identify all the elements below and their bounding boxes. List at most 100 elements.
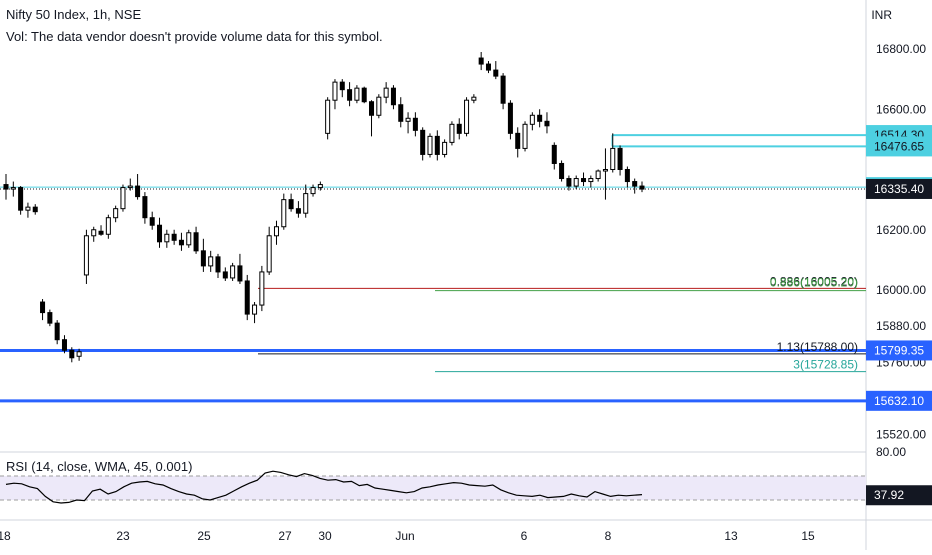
rsi-value-tag[interactable] xyxy=(866,485,932,506)
level-last-tag-label: 16335.40 xyxy=(874,182,924,196)
candle[interactable] xyxy=(215,256,221,273)
candle[interactable] xyxy=(259,271,265,306)
candle[interactable] xyxy=(529,114,535,125)
candle[interactable] xyxy=(252,304,258,315)
candle[interactable] xyxy=(354,87,360,101)
candle[interactable] xyxy=(303,193,309,214)
candle[interactable] xyxy=(456,123,462,134)
candle[interactable] xyxy=(91,229,97,237)
rsi-legend[interactable]: RSI (14, close, WMA, 45, 0.001) xyxy=(6,459,193,474)
level-last-tag[interactable] xyxy=(866,178,932,199)
candle[interactable] xyxy=(18,187,24,211)
candle[interactable] xyxy=(522,123,528,149)
candle[interactable] xyxy=(288,199,294,210)
level-16476-tag[interactable] xyxy=(866,136,932,157)
candle[interactable] xyxy=(200,250,206,267)
candle[interactable] xyxy=(317,184,323,189)
candle[interactable] xyxy=(624,169,630,183)
candle[interactable] xyxy=(412,117,418,131)
candle[interactable] xyxy=(610,147,616,171)
candle[interactable] xyxy=(588,178,594,183)
candle[interactable] xyxy=(559,162,565,180)
candle[interactable] xyxy=(339,81,345,91)
candle[interactable] xyxy=(332,81,338,101)
candle[interactable] xyxy=(442,141,448,155)
candle[interactable] xyxy=(61,339,67,351)
candle[interactable] xyxy=(347,89,353,101)
candle[interactable] xyxy=(105,217,111,235)
candle[interactable] xyxy=(113,208,119,219)
candle[interactable] xyxy=(186,232,192,246)
candle[interactable] xyxy=(573,178,579,187)
candle[interactable] xyxy=(149,217,155,226)
candle[interactable] xyxy=(493,69,499,77)
candle[interactable] xyxy=(515,132,521,149)
candle[interactable] xyxy=(602,169,608,172)
candle[interactable] xyxy=(449,123,455,143)
candle[interactable] xyxy=(544,120,550,127)
candle[interactable] xyxy=(595,170,601,180)
candle[interactable] xyxy=(25,206,31,211)
candle[interactable] xyxy=(47,312,53,324)
candle[interactable] xyxy=(295,208,301,214)
candle[interactable] xyxy=(32,206,38,213)
candle[interactable] xyxy=(135,185,141,198)
candle[interactable] xyxy=(76,351,82,357)
candle[interactable] xyxy=(310,187,316,195)
candle[interactable] xyxy=(237,265,243,282)
candle[interactable] xyxy=(581,178,587,183)
candle[interactable] xyxy=(120,187,126,210)
candle[interactable] xyxy=(551,144,557,164)
candle[interactable] xyxy=(244,280,250,315)
candle[interactable] xyxy=(10,187,16,190)
candle[interactable] xyxy=(171,233,177,241)
candle[interactable] xyxy=(639,185,645,190)
candle[interactable] xyxy=(54,322,60,341)
price-tick-label: 16000.00 xyxy=(876,283,926,297)
candle[interactable] xyxy=(361,87,367,103)
rsi-line[interactable] xyxy=(5,470,643,504)
candle[interactable] xyxy=(3,184,9,190)
candle[interactable] xyxy=(164,233,170,243)
candle[interactable] xyxy=(632,181,638,187)
candle[interactable] xyxy=(617,147,623,171)
candle[interactable] xyxy=(325,99,331,134)
candle[interactable] xyxy=(266,235,272,273)
candle[interactable] xyxy=(273,226,279,237)
candle[interactable] xyxy=(157,224,163,243)
candle[interactable] xyxy=(566,178,572,187)
candle[interactable] xyxy=(478,57,484,65)
candle[interactable] xyxy=(376,96,382,116)
level-15632-tag[interactable] xyxy=(866,390,932,411)
candle[interactable] xyxy=(98,230,104,235)
candle[interactable] xyxy=(427,135,433,155)
candle[interactable] xyxy=(420,129,426,155)
candle[interactable] xyxy=(485,63,491,71)
candle[interactable] xyxy=(83,235,89,276)
candle[interactable] xyxy=(281,199,287,228)
candle[interactable] xyxy=(222,271,228,279)
candle[interactable] xyxy=(208,256,214,267)
candle[interactable] xyxy=(383,87,389,98)
candle[interactable] xyxy=(398,104,404,122)
candle[interactable] xyxy=(69,349,75,359)
candle[interactable] xyxy=(178,239,184,246)
candle[interactable] xyxy=(434,135,440,155)
candle[interactable] xyxy=(500,75,506,104)
candle[interactable] xyxy=(464,99,470,134)
candle[interactable] xyxy=(193,232,199,252)
candle[interactable] xyxy=(127,185,133,189)
candle[interactable] xyxy=(507,102,513,134)
candle[interactable] xyxy=(405,117,411,122)
candle[interactable] xyxy=(40,301,46,314)
candle[interactable] xyxy=(230,265,236,279)
candle[interactable] xyxy=(369,101,375,116)
candle[interactable] xyxy=(390,87,396,106)
symbol-legend[interactable]: Nifty 50 Index, 1h, NSE xyxy=(6,7,142,22)
candle[interactable] xyxy=(142,196,148,219)
candle[interactable] xyxy=(471,96,477,101)
level-15799-tag[interactable] xyxy=(866,340,932,361)
candle[interactable] xyxy=(537,114,543,122)
